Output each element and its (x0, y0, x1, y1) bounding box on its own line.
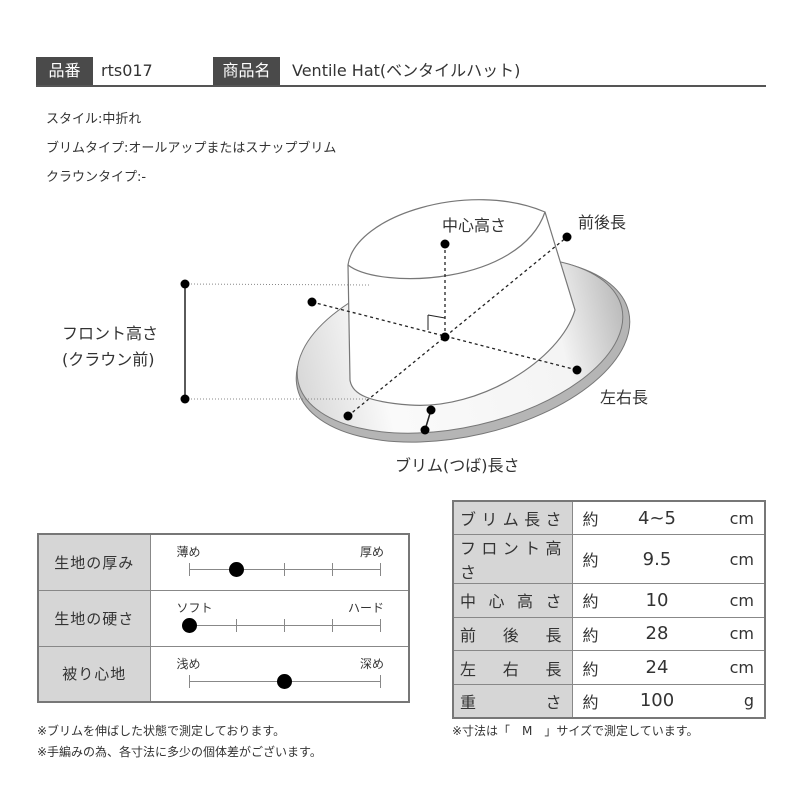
measurement-label: 重さ (452, 683, 573, 719)
scale-max-label: 深め (359, 656, 384, 671)
feel-row: 生地の厚み 薄め 厚め (37, 533, 410, 591)
label-brim-length: ブリム(つば)長さ (395, 456, 520, 475)
product-name-label: 商品名 (213, 57, 280, 85)
measurement-unit: cm (702, 650, 766, 685)
header-divider (36, 85, 766, 87)
scale-tick (188, 674, 190, 688)
measurement-row: ブリム長さ 約 4~5 cm (452, 500, 766, 536)
approx: 約 (571, 616, 612, 652)
scale-tick (284, 618, 286, 632)
measurement-table: ブリム長さ 約 4~5 cm フロント高さ 約 9.5 cm 中心高さ 約 10 c… (452, 500, 766, 719)
label-front-height-sub: (クラウン前) (62, 350, 155, 369)
measurement-row: 左右長 約 24 cm (452, 650, 766, 685)
measurement-value: 100 (612, 683, 702, 719)
label-front-back: 前後長 (578, 213, 627, 232)
measurement-label: ブリム長さ (452, 500, 573, 536)
scale-tick (332, 563, 334, 576)
measurement-row: 前後長 約 28 cm (452, 616, 766, 652)
measurement-unit: cm (702, 583, 766, 618)
scale-tick (332, 618, 334, 632)
measurement-value: 28 (612, 616, 702, 652)
scale-tick (380, 674, 381, 688)
feel-row: 被り心地 浅め 深め (37, 645, 410, 703)
measurement-value: 9.5 (612, 534, 702, 585)
label-left-right: 左右長 (600, 388, 649, 407)
measurement-row: 中心高さ 約 10 cm (452, 583, 766, 618)
scale-tick (380, 563, 381, 576)
spec-style: スタイル:中折れ (46, 112, 142, 127)
scale-track (188, 562, 381, 577)
scale-min-label: ソフト (176, 600, 213, 615)
measurement-unit: cm (702, 616, 766, 652)
measurement-value: 4~5 (612, 500, 702, 536)
product-code-label: 品番 (36, 57, 93, 85)
scale-track (188, 673, 381, 689)
measurement-unit: cm (702, 534, 766, 585)
approx: 約 (571, 534, 612, 585)
scale-tick (236, 618, 238, 632)
measurement-value: 24 (612, 650, 702, 685)
feel-row: 生地の硬さ ソフト ハード (37, 589, 410, 647)
scale-tick (284, 563, 286, 576)
scale-marker (181, 617, 197, 633)
product-name: Ventile Hat(ベンタイルハット) (292, 61, 521, 80)
approx: 約 (571, 583, 612, 618)
approx: 約 (571, 683, 612, 719)
note-size: ※寸法は「 M 」サイズで測定しています。 (452, 724, 699, 738)
approx: 約 (571, 500, 612, 536)
feel-table: 生地の厚み 薄め 厚め 生地の硬さ ソフト ハード 被り心地 浅め 深め (37, 533, 410, 703)
measurement-unit: cm (702, 500, 766, 536)
note-brim: ※ブリムを伸ばした状態で測定しております。 (37, 724, 286, 738)
measurement-label: 中心高さ (452, 583, 573, 618)
scale-track (181, 617, 381, 633)
feel-label: 生地の硬さ (37, 589, 151, 647)
measurement-label: 前後長 (452, 616, 573, 652)
scale-max-label: ハード (347, 600, 384, 615)
approx: 約 (571, 650, 612, 685)
feel-label: 生地の厚み (37, 533, 151, 591)
scale-tick (380, 618, 381, 632)
spec-brim-type: ブリムタイプ:オールアップまたはスナップブリム (46, 141, 337, 156)
measurement-label: フロント高さ (452, 534, 573, 585)
measurement-label: 左右長 (452, 650, 573, 685)
scale-min-label: 薄め (176, 545, 201, 559)
label-front-height: フロント高さ (62, 324, 159, 343)
feel-label: 被り心地 (37, 645, 151, 703)
measurement-row: フロント高さ 約 9.5 cm (452, 534, 766, 585)
scale-max-label: 厚め (359, 545, 384, 559)
scale-min-label: 浅め (176, 656, 201, 671)
spec-crown-type: クラウンタイプ:- (46, 170, 147, 185)
measurement-row: 重さ 約 100 g (452, 683, 766, 719)
scale-marker (277, 673, 293, 689)
scale-marker (229, 562, 245, 577)
hat-crown (347, 199, 576, 406)
label-center-height: 中心高さ (442, 216, 507, 235)
measurement-value: 10 (612, 583, 702, 618)
product-code: rts017 (101, 61, 153, 80)
note-handmade: ※手編みの為、各寸法に多少の個体差がございます。 (37, 745, 322, 759)
scale-tick (188, 563, 190, 576)
measurement-unit: g (702, 683, 766, 719)
